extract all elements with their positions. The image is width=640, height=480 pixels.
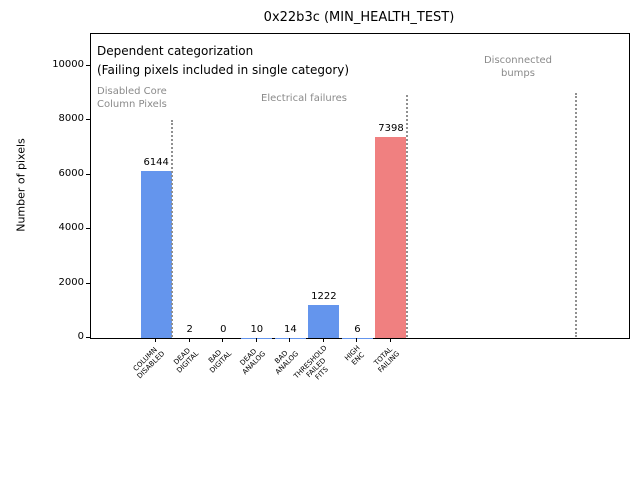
x-category-label: COLUMN DISABLED bbox=[131, 345, 167, 381]
x-category-label: HIGH ENC bbox=[343, 344, 367, 367]
bar-column-disabled bbox=[140, 170, 172, 338]
separator-electrical-region bbox=[406, 95, 408, 337]
bar-value-label: 14 bbox=[283, 323, 297, 335]
y-tick-mark bbox=[86, 228, 90, 230]
bar-value-label: 0 bbox=[220, 324, 227, 335]
x-tick-mark bbox=[188, 338, 190, 342]
plot-area: 6144 2 0 10 14 1222 6 7398 bbox=[90, 33, 630, 339]
note-dependent-categorization: Dependent categorization bbox=[97, 44, 254, 58]
bar-total-failing bbox=[375, 136, 407, 338]
x-category-label: TOTAL FAILING bbox=[372, 345, 402, 375]
x-tick-mark bbox=[289, 338, 291, 342]
separator-disconnected-region bbox=[575, 93, 577, 337]
chart-title: 0x22b3c (MIN_HEALTH_TEST) bbox=[263, 10, 455, 25]
y-tick-label: 10000 bbox=[52, 59, 84, 70]
y-tick-label: 2000 bbox=[58, 276, 84, 288]
x-tick-mark bbox=[322, 338, 324, 342]
bar-threshold-failed-fits bbox=[308, 304, 340, 338]
region-label-disabled-core: Disabled Core Column Pixels bbox=[97, 85, 167, 111]
y-tick-label: 4000 bbox=[58, 222, 84, 234]
x-category-label: DEAD DIGITAL bbox=[171, 346, 201, 375]
region-label-line: Disconnected bbox=[483, 55, 553, 66]
region-label-electrical-failures: Electrical failures bbox=[261, 93, 347, 104]
y-tick-mark bbox=[86, 282, 90, 284]
y-tick-mark bbox=[86, 173, 90, 175]
region-label-line: bumps bbox=[501, 68, 535, 79]
x-tick-mark bbox=[389, 338, 391, 342]
bar-value-label: 2 bbox=[186, 323, 193, 335]
y-tick-mark bbox=[86, 65, 90, 66]
bar-value-label: 6144 bbox=[143, 156, 169, 168]
bar-value-label: 6 bbox=[354, 323, 361, 335]
bar-value-label: 10 bbox=[250, 323, 264, 335]
y-axis-label: Number of pixels bbox=[14, 138, 28, 232]
x-category-label: DEAD ANALOG bbox=[238, 347, 268, 377]
region-label-disconnected-bumps: Disconnected bumps bbox=[484, 54, 552, 80]
x-tick-mark bbox=[222, 338, 224, 342]
region-label-line: Disabled Core bbox=[97, 86, 167, 97]
note-failing-pixels: (Failing pixels included in single categ… bbox=[97, 63, 350, 77]
x-tick-mark bbox=[155, 338, 157, 342]
y-tick-label: 0 bbox=[77, 331, 84, 342]
region-label-line: Column Pixels bbox=[97, 99, 167, 110]
separator-disabled-region bbox=[171, 120, 173, 337]
bar-value-label: 1222 bbox=[311, 290, 337, 302]
bar-value-label: 7398 bbox=[378, 122, 404, 134]
y-tick-label: 6000 bbox=[58, 167, 84, 179]
x-category-label: BAD DIGITAL bbox=[207, 348, 234, 375]
x-tick-mark bbox=[255, 338, 257, 342]
x-category-label: THRESHOLD FAILED FITS bbox=[292, 344, 330, 382]
x-tick-mark bbox=[356, 338, 358, 342]
y-tick-mark bbox=[86, 337, 90, 338]
y-tick-mark bbox=[86, 119, 90, 121]
y-tick-label: 8000 bbox=[58, 113, 84, 125]
